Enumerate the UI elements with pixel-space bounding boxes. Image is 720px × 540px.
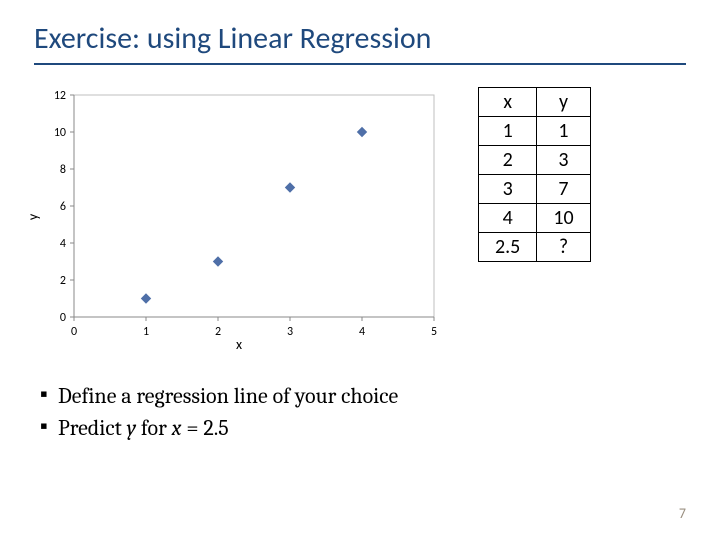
table-row: 2.5? [479, 233, 591, 262]
table-row: 11 [479, 117, 591, 146]
x-axis-label: x [236, 336, 242, 353]
content-row: y 024681012012345 x x y 11 23 37 410 2.5… [34, 87, 686, 347]
svg-text:4: 4 [60, 237, 66, 251]
table-row: 23 [479, 146, 591, 175]
cell: 1 [537, 117, 590, 146]
cell: 3 [479, 175, 537, 204]
chart-svg: 024681012012345 [34, 87, 444, 347]
bullet-text: Define a regression line of your choice [58, 383, 398, 409]
bullet-text-var-y: y [127, 415, 136, 441]
bullet-text-suffix: = 2.5 [181, 415, 228, 441]
svg-text:8: 8 [60, 163, 66, 177]
table-row: 410 [479, 204, 591, 233]
svg-text:2: 2 [60, 274, 66, 288]
col-header-x: x [479, 88, 537, 117]
bullet-icon: ▪ [40, 381, 48, 407]
svg-text:4: 4 [359, 325, 365, 339]
svg-text:5: 5 [431, 325, 437, 339]
table-header-row: x y [479, 88, 591, 117]
cell: 7 [537, 175, 590, 204]
bullet-icon: ▪ [40, 413, 48, 439]
cell: 2 [479, 146, 537, 175]
svg-text:2: 2 [215, 325, 221, 339]
scatter-chart: y 024681012012345 x [34, 87, 444, 347]
col-header-y: y [537, 88, 590, 117]
cell: 3 [537, 146, 590, 175]
table-row: 37 [479, 175, 591, 204]
slide: Exercise: using Linear Regression y 0 2 4 6… [0, 0, 720, 540]
cell: 4 [479, 204, 537, 233]
svg-text:6: 6 [60, 200, 66, 214]
svg-text:10: 10 [54, 126, 66, 140]
svg-text:0: 0 [60, 311, 66, 325]
svg-text:1: 1 [143, 325, 149, 339]
y-axis-label: y [25, 214, 42, 220]
data-table: x y 11 23 37 410 2.5? [478, 87, 591, 262]
page-number: 7 [679, 505, 686, 522]
svg-text:12: 12 [54, 89, 66, 103]
cell: 2.5 [479, 233, 537, 262]
bullet-item: ▪ Predict y for x = 2.5 [40, 413, 686, 441]
table-body: 11 23 37 410 2.5? [479, 117, 591, 262]
page-title: Exercise: using Linear Regression [34, 20, 686, 65]
cell: ? [537, 233, 590, 262]
cell: 1 [479, 117, 537, 146]
bullet-item: ▪ Define a regression line of your choice [40, 381, 686, 409]
bullet-text-prefix: Predict [58, 415, 127, 441]
bullet-text-mid: for [136, 415, 172, 441]
cell: 10 [537, 204, 590, 233]
svg-text:3: 3 [287, 325, 293, 339]
svg-text:0: 0 [71, 325, 77, 339]
bullet-list: ▪ Define a regression line of your choice… [34, 381, 686, 441]
bullet-text-var-x: x [172, 415, 182, 441]
